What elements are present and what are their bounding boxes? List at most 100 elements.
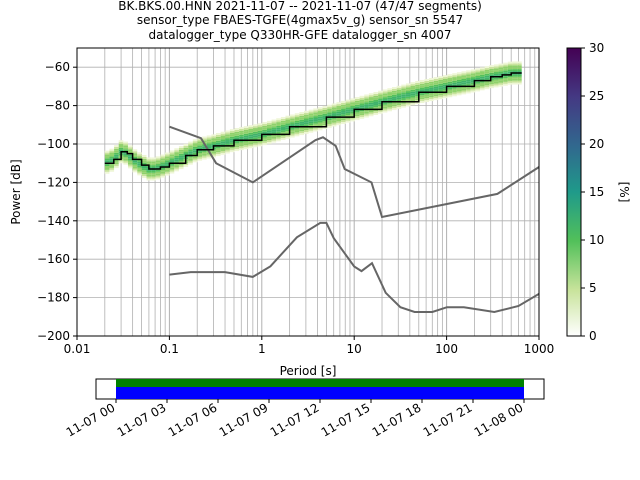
histogram-cell: [137, 159, 142, 162]
histogram-cell: [178, 159, 184, 162]
histogram-cell: [452, 94, 457, 97]
histogram-cell: [512, 82, 518, 85]
histogram-cell: [378, 106, 383, 108]
histogram-cell: [118, 149, 124, 152]
histogram-cell: [178, 153, 184, 156]
histogram-cell: [271, 136, 277, 139]
histogram-cell: [401, 98, 406, 100]
histogram-cell: [512, 65, 518, 68]
histogram-cell: [225, 136, 230, 139]
histogram-cell: [512, 74, 518, 77]
histogram-cell: [364, 98, 369, 101]
histogram-cell: [341, 100, 346, 103]
histogram-cell: [392, 106, 397, 109]
histogram-cell: [484, 68, 490, 70]
histogram-cell: [382, 95, 388, 98]
histogram-cell: [359, 113, 365, 115]
histogram-cell: [354, 118, 360, 121]
histogram-cell: [327, 106, 332, 109]
histogram-cell: [350, 111, 355, 114]
histogram-cell: [503, 66, 508, 69]
histogram-cell: [165, 152, 170, 155]
histogram-cell: [262, 139, 267, 142]
histogram-cell: [387, 103, 393, 106]
histogram-cell: [438, 78, 443, 80]
histogram-cell: [155, 158, 161, 161]
histogram-cell: [429, 97, 434, 100]
histogram-cell: [424, 82, 430, 85]
histogram-cell: [405, 104, 411, 107]
histogram-cell: [294, 126, 300, 129]
histogram-cell: [350, 102, 355, 105]
histogram-cell: [401, 101, 406, 104]
histogram-cell: [202, 155, 207, 158]
histogram-cell: [322, 111, 328, 114]
histogram-cell: [114, 162, 119, 165]
histogram-cell: [331, 116, 337, 119]
histogram-cell: [165, 169, 170, 172]
histogram-cell: [503, 83, 508, 86]
histogram-cell: [211, 143, 216, 146]
histogram-cell: [507, 80, 513, 83]
histogram-cell: [118, 161, 124, 164]
histogram-cell: [183, 163, 189, 166]
histogram-cell: [461, 92, 467, 95]
histogram-cell: [294, 117, 300, 120]
histogram-cell: [512, 80, 518, 83]
histogram-cell: [188, 153, 193, 156]
histogram-cell: [109, 148, 115, 151]
histogram-cell: [271, 134, 277, 137]
histogram-cell: [336, 123, 342, 126]
x-axis-ticks: 0.01 0.1 1 10 100 1000: [64, 336, 554, 356]
histogram-cell: [192, 146, 198, 149]
histogram-cell: [424, 96, 430, 99]
histogram-cell: [104, 167, 110, 170]
histogram-cell: [489, 68, 494, 71]
histogram-cell: [489, 78, 494, 81]
histogram-cell: [378, 109, 383, 112]
histogram-cell: [415, 90, 420, 93]
histogram-cell: [387, 101, 393, 104]
histogram-cell: [359, 95, 365, 98]
histogram-cell: [285, 121, 291, 124]
histogram-cell: [243, 137, 249, 140]
histogram-cell: [155, 162, 161, 165]
histogram-cell: [146, 161, 152, 164]
histogram-cell: [294, 134, 300, 137]
histogram-cell: [127, 151, 133, 154]
histogram-cell: [174, 150, 179, 153]
histogram-cell: [127, 160, 133, 163]
histogram-cell: [364, 96, 369, 99]
histogram-cell: [280, 118, 286, 121]
histogram-cell: [146, 168, 152, 171]
histogram-cell: [114, 150, 119, 153]
histogram-cell: [503, 70, 508, 73]
histogram-cell: [317, 107, 323, 110]
histogram-cell: [109, 158, 115, 161]
histogram-cell: [378, 96, 383, 99]
mode-line-path: [104, 72, 522, 170]
histogram-cell: [165, 164, 170, 166]
histogram-cell: [354, 97, 360, 99]
histogram-cell: [197, 158, 203, 161]
histogram-cell: [424, 92, 430, 95]
histogram-cell: [262, 129, 267, 132]
histogram-cell: [405, 85, 411, 88]
histogram-cell: [239, 134, 244, 137]
histogram-cell: [202, 149, 207, 152]
histogram-cell: [313, 112, 318, 115]
histogram-cell: [294, 122, 300, 125]
histogram-cell: [266, 134, 272, 137]
histogram-cell: [192, 145, 198, 147]
histogram-cell: [442, 75, 448, 78]
histogram-cell: [285, 117, 291, 120]
histogram-cell: [299, 112, 304, 114]
histogram-cell: [517, 69, 522, 72]
histogram-cell: [294, 130, 300, 133]
histogram-cell: [322, 113, 328, 116]
histogram-cell: [160, 173, 166, 176]
histogram-cell: [169, 152, 175, 155]
histogram-cell: [104, 150, 110, 153]
histogram-cell: [433, 82, 439, 85]
colorbar-tick-label: 0: [589, 329, 597, 343]
